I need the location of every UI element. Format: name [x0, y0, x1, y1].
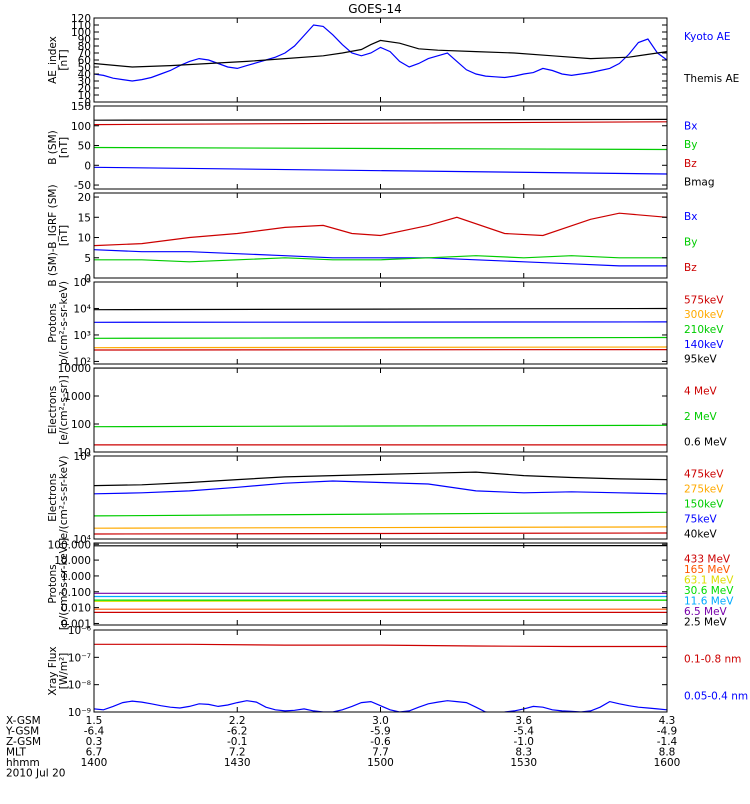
y-tick-label: 20 [78, 192, 91, 204]
series-xray-0 [94, 644, 667, 646]
x-tick-value: 1600 [654, 757, 681, 769]
series-b_sm-0 [94, 167, 667, 174]
legend-electrons_kev-0: 475keV [684, 469, 724, 481]
series-protons_low-4 [94, 309, 667, 310]
y-axis-label: [p/(cm²-s-sr-keV)] [58, 538, 70, 630]
y-tick-label: 10⁴ [73, 303, 91, 315]
date-label: 2010 Jul 20 [6, 768, 65, 780]
legend-electrons_kev-4: 40keV [684, 529, 718, 541]
y-axis-label: [nT] [58, 49, 70, 70]
legend-protons_low-3: 140keV [684, 339, 724, 351]
panel-frame [94, 282, 667, 364]
series-electrons_kev-1 [94, 527, 667, 528]
series-electrons_kev-2 [94, 512, 667, 516]
y-axis-label: [W/m²] [58, 653, 70, 690]
series-b_igrf-1 [94, 256, 667, 262]
legend-protons_low-0: 575keV [684, 294, 724, 306]
legend-protons_low-4: 95keV [684, 354, 718, 366]
series-ae-1 [94, 40, 667, 67]
y-tick-label: 10⁻⁶ [68, 625, 91, 637]
legend-xray-1: 0.05-0.4 nm [684, 691, 748, 703]
series-protons_low-2 [94, 338, 667, 339]
panel-frame [94, 630, 667, 712]
y-axis-label: e/(cm²-s-sr-keV) [58, 456, 70, 540]
panel-frame [94, 368, 667, 452]
series-b_igrf-0 [94, 250, 667, 266]
legend-b_sm-2: Bz [684, 158, 697, 170]
y-tick-label: 0 [84, 160, 91, 172]
y-axis-label: [nT] [58, 137, 70, 158]
y-tick-label: 10⁵ [73, 451, 91, 463]
legend-electrons_kev-1: 275keV [684, 484, 724, 496]
y-tick-label: 150 [71, 101, 91, 113]
y-tick-label: 10³ [73, 330, 91, 342]
x-tick-value: 1530 [510, 757, 537, 769]
legend-b_igrf-1: By [684, 237, 697, 249]
y-tick-label: 10⁻⁷ [68, 652, 91, 664]
legend-ae-1: Themis AE [683, 73, 739, 85]
legend-b_igrf-2: Bz [684, 262, 697, 274]
y-tick-label: 100 [71, 121, 91, 133]
y-tick-label: 100 [71, 419, 91, 431]
x-tick-value: 1400 [81, 757, 108, 769]
legend-protons_high-6: 2.5 MeV [684, 617, 728, 629]
series-electrons_kev-0 [94, 533, 667, 534]
legend-protons_low-1: 300keV [684, 309, 724, 321]
legend-xray-0: 0.1-0.8 nm [684, 654, 741, 666]
series-b_igrf-2 [94, 213, 667, 245]
y-tick-label: 10 [78, 233, 91, 245]
legend-protons_low-2: 210keV [684, 324, 724, 336]
series-protons_low-1 [94, 347, 667, 348]
legend-electrons_kev-3: 75keV [684, 514, 718, 526]
x-tick-value: 1430 [224, 757, 251, 769]
y-tick-label: 10⁵ [73, 277, 91, 289]
series-electrons_kev-4 [94, 472, 667, 486]
y-tick-label: 50 [78, 141, 91, 153]
legend-b_sm-1: By [684, 139, 697, 151]
series-b_sm-2 [94, 122, 667, 125]
legend-ae-0: Kyoto AE [684, 31, 730, 43]
legend-b_igrf-0: Bx [684, 211, 697, 223]
legend-electrons_mev-0: 4 MeV [684, 386, 718, 398]
series-electrons_mev-1 [94, 425, 667, 426]
y-axis-label: [nT] [58, 225, 70, 246]
panel-frame [94, 18, 667, 102]
series-b_sm-1 [94, 148, 667, 150]
y-axis-label: [e/(cm²-s-sr)] [58, 375, 70, 444]
legend-b_sm-0: Bx [684, 120, 697, 132]
y-tick-label: 120 [71, 13, 91, 25]
legend-b_sm-3: Bmag [684, 177, 715, 189]
x-tick-value: 1500 [367, 757, 394, 769]
y-tick-label: 5 [84, 253, 91, 265]
y-tick-label: 10000 [58, 363, 91, 375]
series-ae-0 [94, 25, 667, 81]
legend-electrons_mev-1: 2 MeV [684, 411, 718, 423]
legend-electrons_kev-2: 150keV [684, 499, 724, 511]
y-axis-label: p/(cm²-s-sr-keV) [58, 281, 70, 365]
panel-protons_high: 0.0010.0100.1001.00010.000100.000Protons… [47, 538, 734, 631]
y-tick-label: 15 [78, 212, 91, 224]
legend-electrons_mev-2: 0.6 MeV [684, 436, 728, 448]
panels: 0102030405060708090100110120AE_index[nT]… [47, 13, 748, 719]
y-tick-label: 10⁻⁸ [68, 680, 91, 692]
panel-ae: 0102030405060708090100110120AE_index[nT]… [47, 13, 739, 109]
series-b_sm-3 [94, 119, 667, 120]
y-tick-label: -50 [74, 180, 91, 192]
plot-title: GOES-14 [348, 2, 402, 16]
